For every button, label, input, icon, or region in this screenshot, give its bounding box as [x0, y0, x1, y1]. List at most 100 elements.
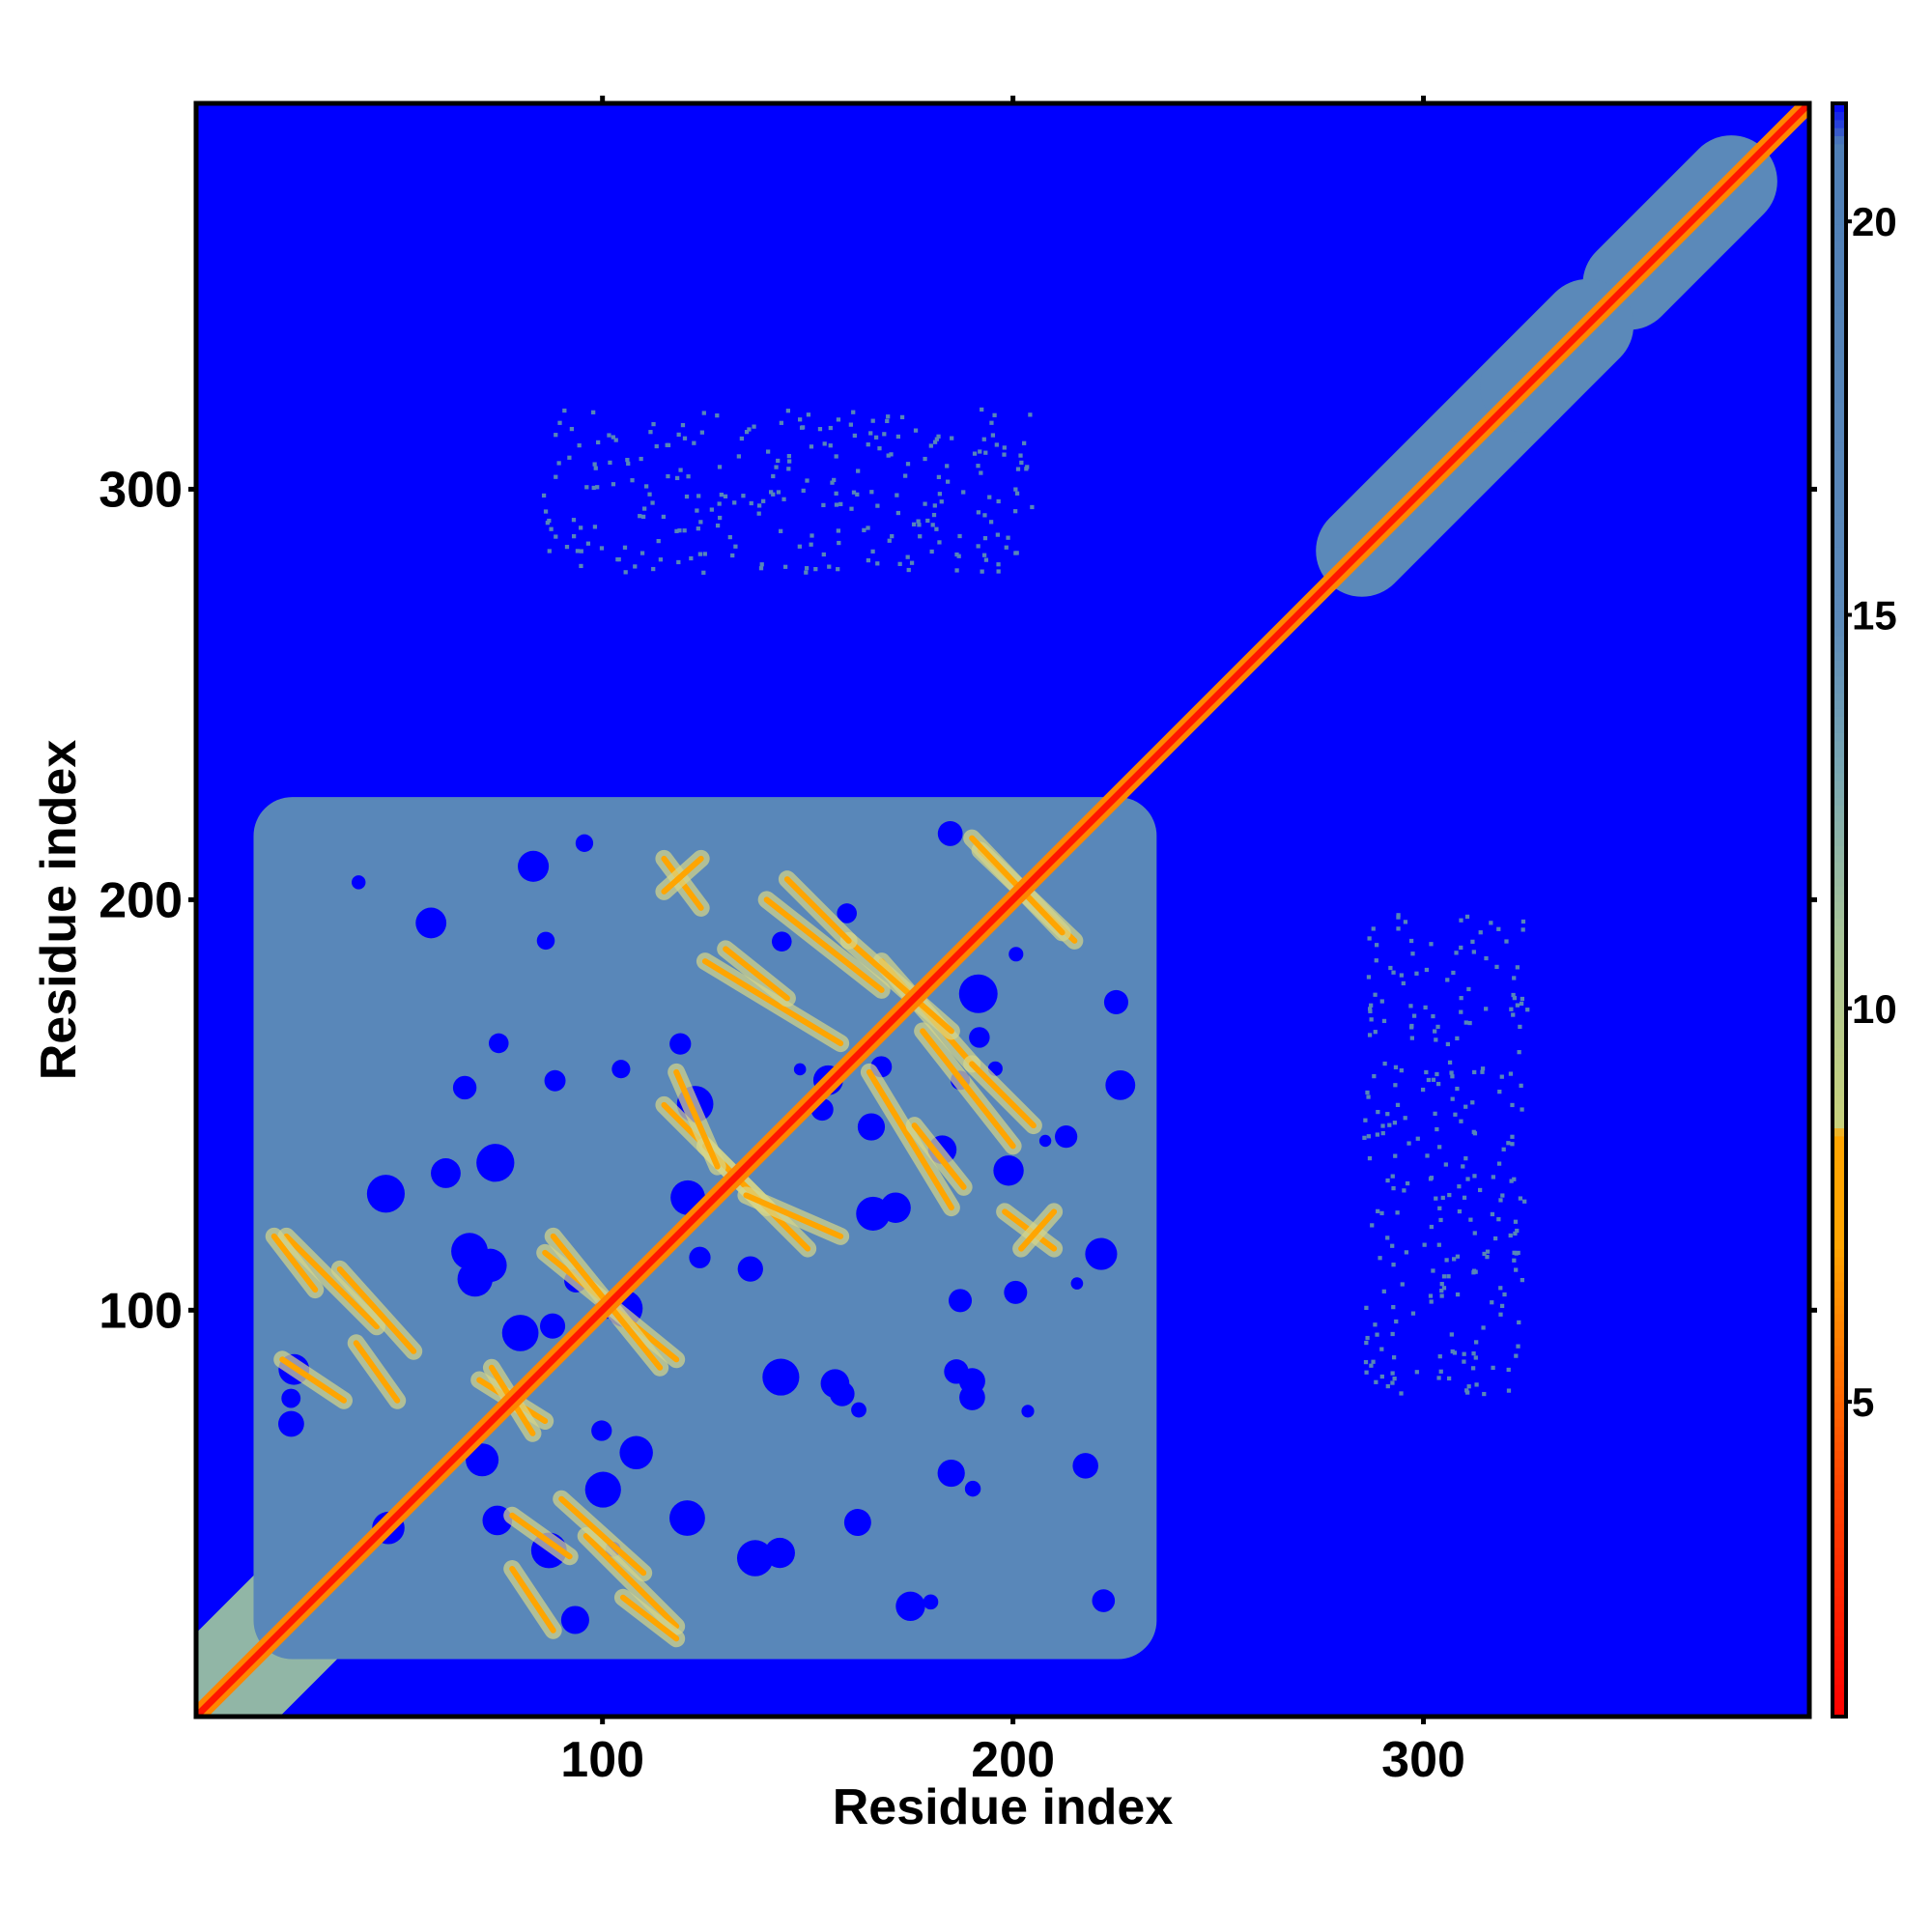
- colorbar-segment: [1833, 1394, 1846, 1403]
- block-hole: [278, 1410, 304, 1437]
- sparse-cell: [1390, 1371, 1395, 1376]
- sparse-cell: [855, 492, 860, 497]
- colorbar-segment: [1833, 1442, 1846, 1452]
- sparse-cell: [1471, 1350, 1476, 1356]
- sparse-cell: [1511, 992, 1516, 998]
- colorbar-segment: [1833, 821, 1846, 831]
- sparse-cell: [661, 514, 666, 520]
- sparse-cell: [889, 452, 894, 457]
- sparse-cell: [1369, 1363, 1374, 1368]
- sparse-cell: [877, 446, 882, 451]
- sparse-cell: [1451, 970, 1456, 976]
- contact-line: [283, 1233, 380, 1330]
- sparse-cell: [1489, 921, 1493, 925]
- sparse-cell: [547, 549, 552, 554]
- colorbar-segment: [1833, 773, 1846, 781]
- sparse-cell: [1371, 926, 1376, 931]
- block-hole: [964, 1480, 981, 1497]
- sparse-cell: [715, 523, 721, 528]
- sparse-cell: [1498, 1198, 1503, 1203]
- sparse-cell: [1390, 1174, 1395, 1179]
- sparse-cell: [981, 553, 987, 557]
- colorbar-segment: [1833, 1240, 1846, 1250]
- sparse-cell: [719, 492, 724, 497]
- sparse-cell: [541, 493, 547, 498]
- colorbar-segment: [1833, 611, 1846, 620]
- sparse-cell: [557, 420, 562, 425]
- block-hole: [539, 1313, 566, 1339]
- sparse-cell: [836, 417, 841, 422]
- block-hole: [958, 974, 998, 1013]
- colorbar-segment: [1833, 684, 1846, 694]
- colorbar-segment: [1833, 1095, 1846, 1104]
- sparse-cell: [946, 479, 951, 484]
- colorbar-segment: [1833, 1579, 1846, 1588]
- sparse-cell: [564, 545, 570, 550]
- sparse-cell: [1473, 1355, 1478, 1360]
- colorbar-segment: [1833, 1087, 1846, 1096]
- sparse-cell: [702, 552, 707, 556]
- contact-line: [845, 937, 954, 1035]
- sparse-cell: [1437, 1354, 1442, 1359]
- block-hole: [611, 1060, 631, 1079]
- sparse-cell: [1496, 1217, 1501, 1222]
- sparse-cell: [1367, 936, 1372, 941]
- sparse-cell: [797, 544, 802, 549]
- sparse-cell: [895, 493, 899, 497]
- sparse-cell: [1511, 1012, 1516, 1017]
- sparse-cell: [822, 441, 827, 446]
- sparse-cell: [1516, 1250, 1520, 1256]
- sparse-cell: [1401, 980, 1406, 986]
- colorbar-segment: [1833, 248, 1846, 258]
- sparse-cell: [1484, 955, 1489, 961]
- colorbar-segment: [1833, 692, 1846, 701]
- block-hole: [937, 1459, 965, 1488]
- sparse-cell: [830, 480, 835, 485]
- sparse-cell: [698, 520, 703, 525]
- sparse-cell: [821, 552, 826, 557]
- x-axis-label: Residue index: [833, 1779, 1174, 1835]
- colorbar-segment: [1833, 1587, 1846, 1597]
- sparse-cell: [1366, 1134, 1372, 1139]
- sparse-cell: [1431, 1077, 1436, 1082]
- sparse-cell: [701, 411, 706, 415]
- contact-line: [743, 1192, 844, 1239]
- block-hole: [1021, 1405, 1035, 1418]
- colorbar-segment: [1833, 1676, 1846, 1686]
- sparse-cell: [806, 412, 811, 417]
- sparse-cell: [936, 434, 941, 439]
- colorbar-segment: [1833, 764, 1846, 774]
- x-tick-label: 300: [1381, 1732, 1465, 1788]
- y-axis: 100 200 300: [99, 462, 1817, 1339]
- colorbar-segment: [1833, 934, 1846, 943]
- colorbar-segment: [1833, 1643, 1846, 1653]
- sparse-cell: [715, 413, 720, 418]
- sparse-cell: [771, 473, 776, 479]
- sparse-cell: [608, 460, 612, 466]
- sparse-cell: [869, 490, 874, 495]
- block-hole: [993, 1155, 1024, 1186]
- sparse-cell: [990, 433, 996, 438]
- block-hole: [843, 1509, 871, 1537]
- sparse-cell: [648, 430, 653, 435]
- sparse-cell: [1415, 1136, 1420, 1141]
- colorbar-segment: [1833, 869, 1846, 879]
- block-hole: [771, 931, 792, 952]
- sparse-cell: [1463, 1104, 1468, 1109]
- colorbar-segment: [1833, 788, 1846, 798]
- colorbar-segment: [1833, 885, 1846, 895]
- sparse-cell: [752, 424, 756, 429]
- colorbar-segment: [1833, 942, 1846, 952]
- sparse-cell: [982, 513, 987, 518]
- block-hole: [923, 1594, 939, 1610]
- contact-line: [270, 1233, 319, 1293]
- sparse-cell: [981, 437, 986, 441]
- colorbar-segment: [1833, 1684, 1846, 1693]
- sparse-cell: [1470, 1366, 1476, 1371]
- diagonal-line: [196, 103, 1809, 1717]
- block-hole: [352, 875, 366, 890]
- sparse-cell: [1491, 1175, 1495, 1179]
- colorbar-segment: [1833, 1321, 1846, 1330]
- sparse-cell: [675, 475, 680, 481]
- sparse-cell: [749, 500, 753, 506]
